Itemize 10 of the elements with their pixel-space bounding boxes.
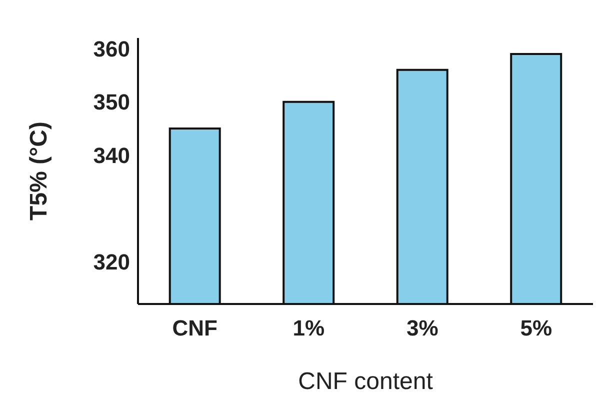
x-tick-label: 3% [406, 316, 438, 341]
y-tick-label: 320 [93, 249, 130, 274]
x-axis-title: CNF content [298, 368, 434, 395]
x-tick-label: CNF [172, 316, 218, 341]
y-tick-label: 360 [93, 36, 130, 62]
y-tick-label: 340 [93, 142, 130, 168]
y-tick-label: 350 [93, 90, 130, 115]
x-tick-label: 1% [292, 316, 325, 341]
y-axis-title: T5% (°C) [26, 122, 53, 220]
x-tick-label: 5% [520, 316, 552, 341]
